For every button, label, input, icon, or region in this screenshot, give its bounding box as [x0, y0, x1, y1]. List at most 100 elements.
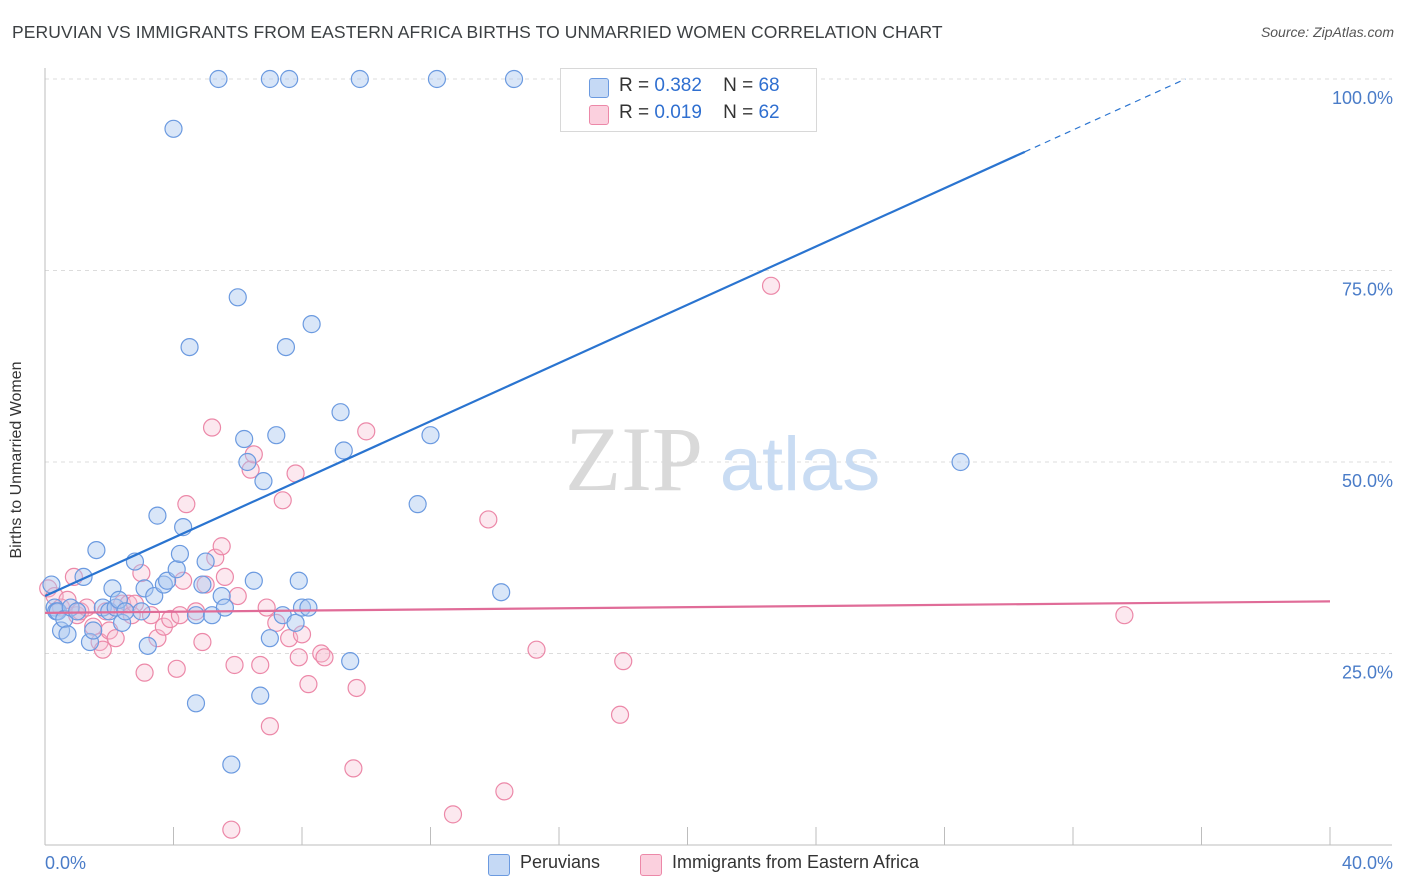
data-point-eastern-africa	[228, 586, 247, 606]
data-point-peruvian	[350, 69, 369, 89]
bottom-legend-label: Peruvians	[520, 852, 601, 872]
data-point-peruvian	[212, 586, 231, 606]
legend-n-value: 68	[758, 75, 780, 96]
data-point-eastern-africa	[273, 491, 292, 510]
legend-r-label: R =	[619, 75, 650, 96]
data-point-peruvian	[68, 602, 87, 621]
data-point-eastern-africa	[299, 675, 318, 694]
data-point-eastern-africa	[106, 629, 125, 648]
peruvian-trend-extension	[1024, 78, 1186, 153]
data-point-peruvian	[138, 636, 157, 655]
data-point-peruvian	[58, 625, 77, 644]
data-point-peruvian	[260, 629, 279, 648]
data-point-peruvian	[504, 69, 524, 89]
eastern-africa-trend-line	[44, 600, 1331, 615]
data-point-peruvian	[292, 598, 312, 617]
x-tick-label: 40.0%	[1342, 853, 1393, 873]
data-point-eastern-africa	[289, 648, 308, 667]
y-tick-label: 50.0%	[1342, 471, 1393, 491]
data-point-eastern-africa	[495, 782, 514, 801]
data-point-eastern-africa	[167, 659, 186, 678]
data-point-peruvian	[280, 69, 299, 89]
y-tick-label: 100.0%	[1332, 88, 1393, 108]
y-tick-label: 75.0%	[1342, 280, 1393, 300]
data-point-peruvian	[186, 694, 206, 713]
legend-n-label: N =	[723, 75, 754, 96]
watermark-atlas: atlas	[720, 422, 881, 507]
legend-swatch-blue	[589, 78, 609, 98]
data-point-peruvian	[186, 606, 206, 625]
legend-swatch-pink	[589, 105, 609, 125]
data-point-peruvian	[334, 441, 353, 460]
data-point-peruvian	[331, 403, 350, 422]
data-point-peruvian	[209, 69, 228, 89]
watermark-zip: ZIP	[565, 408, 703, 510]
data-point-eastern-africa	[257, 598, 276, 617]
data-point-peruvian	[951, 452, 970, 472]
data-point-eastern-africa	[132, 563, 151, 583]
data-point-eastern-africa	[193, 632, 212, 652]
data-point-eastern-africa	[225, 655, 244, 675]
data-point-eastern-africa	[614, 652, 633, 671]
source-credit: Source: ZipAtlas.com	[1260, 24, 1394, 40]
data-point-peruvian	[196, 552, 215, 571]
data-point-eastern-africa	[1115, 606, 1134, 625]
data-point-eastern-africa	[135, 663, 154, 682]
data-point-peruvian	[112, 613, 132, 632]
data-point-peruvian	[244, 571, 263, 590]
data-point-peruvian	[193, 575, 212, 594]
data-point-peruvian	[251, 686, 270, 705]
legend-r-value: 0.382	[654, 75, 702, 96]
axes	[44, 68, 1392, 846]
legend-r-value: 0.019	[654, 102, 702, 123]
trend-lines	[44, 78, 1331, 615]
data-point-peruvian	[341, 652, 360, 671]
data-point-eastern-africa	[177, 495, 196, 514]
data-point-eastern-africa	[527, 640, 546, 659]
data-point-eastern-africa	[161, 609, 180, 629]
data-point-eastern-africa	[212, 537, 231, 556]
peruvian-trend-line	[44, 150, 1026, 598]
data-point-peruvian	[238, 452, 257, 472]
data-point-peruvian	[254, 472, 273, 491]
data-point-peruvian	[299, 598, 318, 617]
data-point-peruvian	[267, 426, 286, 445]
data-point-eastern-africa	[260, 717, 279, 736]
data-point-eastern-africa	[347, 678, 366, 698]
data-point-eastern-africa	[170, 606, 190, 625]
data-point-peruvian	[148, 506, 167, 525]
data-point-eastern-africa	[610, 705, 630, 724]
data-point-peruvian	[180, 338, 199, 357]
data-point-eastern-africa	[251, 655, 270, 675]
data-point-peruvian	[289, 571, 308, 590]
data-point-eastern-africa	[315, 648, 334, 667]
y-axis-label: Births to Unmarried Women	[8, 361, 25, 559]
data-point-eastern-africa	[357, 422, 376, 441]
data-point-eastern-africa	[202, 418, 222, 437]
legend-n-value: 62	[758, 102, 780, 123]
data-point-peruvian	[235, 429, 254, 449]
bottom-legend-swatch-blue	[488, 854, 510, 876]
chart-title: PERUVIAN VS IMMIGRANTS FROM EASTERN AFRI…	[12, 22, 943, 42]
data-point-eastern-africa	[174, 571, 193, 590]
stats-legend: R = 0.382 N = 68 R = 0.019 N = 62	[560, 68, 817, 132]
data-point-peruvian	[170, 544, 190, 564]
data-point-eastern-africa	[761, 276, 781, 295]
data-point-peruvian	[286, 613, 305, 632]
data-point-eastern-africa	[479, 510, 498, 529]
data-point-eastern-africa	[206, 548, 225, 567]
tick-labels: 25.0% 50.0% 75.0% 100.0% 0.0% 40.0%	[45, 88, 1393, 873]
bottom-legend-swatch-pink	[640, 854, 662, 876]
legend-r-label: R =	[619, 102, 650, 123]
data-point-peruvian	[164, 119, 183, 138]
bottom-legend-label: Immigrants from Eastern Africa	[672, 852, 920, 872]
grid-lines	[45, 78, 1392, 654]
data-point-peruvian	[167, 560, 186, 579]
data-point-eastern-africa	[344, 759, 363, 778]
legend-n-label: N =	[723, 102, 754, 123]
data-point-peruvian	[135, 579, 154, 598]
data-point-eastern-africa	[215, 567, 234, 587]
data-point-peruvian	[84, 621, 103, 640]
x-tick-label: 0.0%	[45, 853, 86, 873]
